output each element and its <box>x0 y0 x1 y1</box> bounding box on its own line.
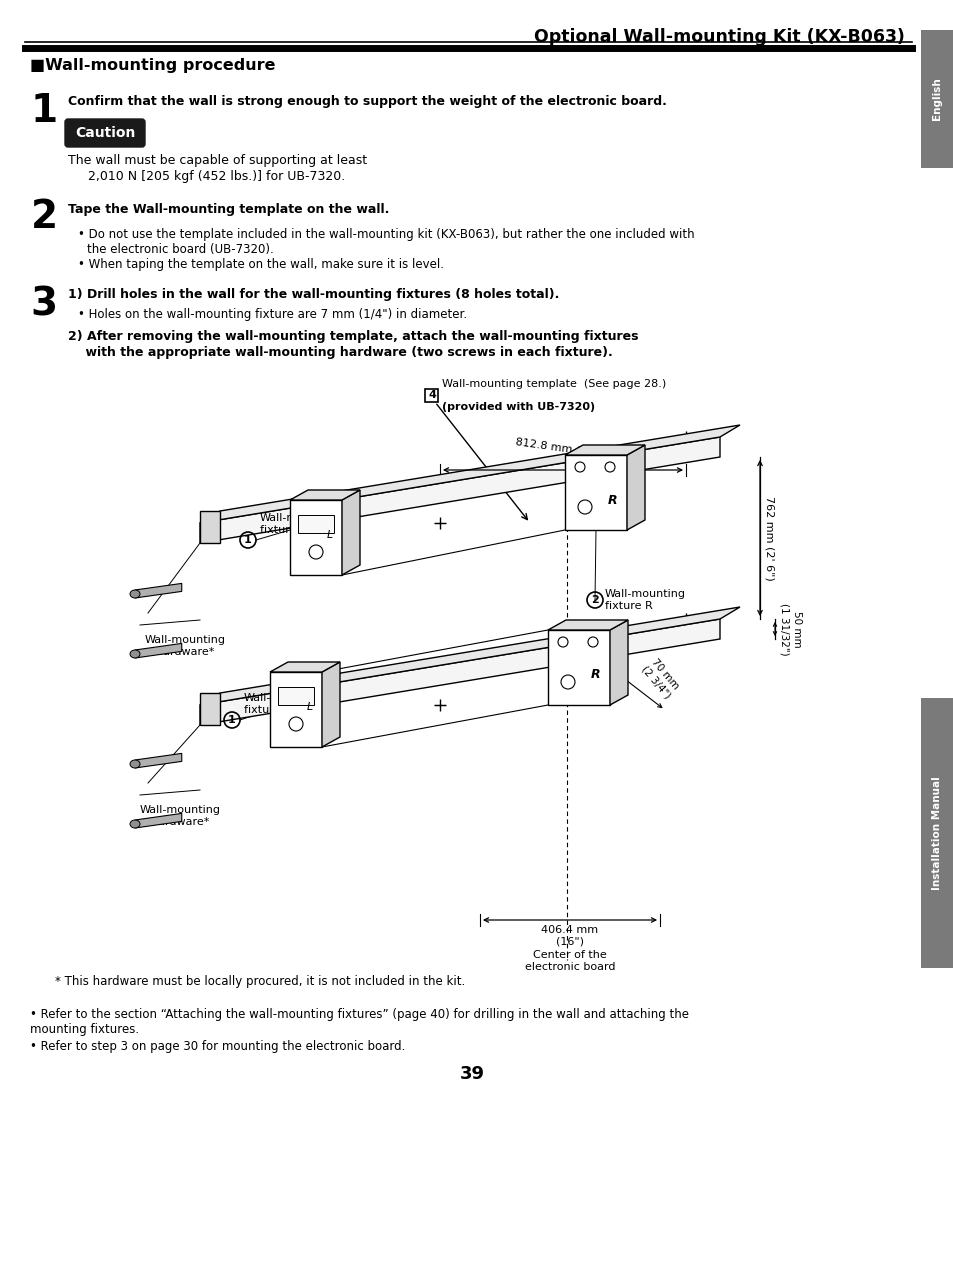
Polygon shape <box>341 490 359 575</box>
Text: L: L <box>327 530 333 540</box>
Polygon shape <box>270 662 339 671</box>
Polygon shape <box>135 753 182 768</box>
Text: 50 mm
(1 31/32"): 50 mm (1 31/32") <box>780 603 801 655</box>
Text: Center of the
electronic board: Center of the electronic board <box>524 950 615 972</box>
Text: 39: 39 <box>459 1065 484 1083</box>
Text: 762 mm (2' 6"): 762 mm (2' 6") <box>764 496 774 581</box>
Polygon shape <box>200 426 740 524</box>
Text: 70 mm
(2 3/4"): 70 mm (2 3/4") <box>639 656 681 699</box>
Text: 4: 4 <box>428 390 436 400</box>
Bar <box>920 31 953 168</box>
Text: Caution: Caution <box>74 126 135 140</box>
Text: 2: 2 <box>30 197 57 236</box>
Text: Wall-mounting
fixture L: Wall-mounting fixture L <box>244 693 325 715</box>
Text: ■Wall-mounting procedure: ■Wall-mounting procedure <box>30 59 275 73</box>
Text: 2: 2 <box>591 595 598 605</box>
Polygon shape <box>626 445 644 530</box>
Text: the electronic board (UB-7320).: the electronic board (UB-7320). <box>87 243 274 256</box>
Text: Wall-mounting
fixture R: Wall-mounting fixture R <box>604 589 685 610</box>
Polygon shape <box>270 671 322 747</box>
Polygon shape <box>297 515 334 533</box>
Polygon shape <box>547 620 627 631</box>
Text: Optional Wall-mounting Kit (KX-B063): Optional Wall-mounting Kit (KX-B063) <box>534 28 904 46</box>
Polygon shape <box>200 511 220 543</box>
Text: R: R <box>591 669 600 682</box>
Text: 1: 1 <box>30 92 57 130</box>
Polygon shape <box>290 490 359 499</box>
Text: R: R <box>608 493 618 507</box>
Text: • Refer to step 3 on page 30 for mounting the electronic board.: • Refer to step 3 on page 30 for mountin… <box>30 1040 405 1054</box>
Text: English: English <box>931 78 942 120</box>
Ellipse shape <box>130 590 140 598</box>
Text: Tape the Wall-mounting template on the wall.: Tape the Wall-mounting template on the w… <box>68 203 389 217</box>
Text: 406.4 mm
(16"): 406.4 mm (16") <box>541 925 598 947</box>
Text: 3: 3 <box>30 285 57 324</box>
Polygon shape <box>277 687 314 705</box>
Polygon shape <box>564 455 626 530</box>
Text: • Refer to the section “Attaching the wall-mounting fixtures” (page 40) for dril: • Refer to the section “Attaching the wa… <box>30 1008 688 1020</box>
Text: mounting fixtures.: mounting fixtures. <box>30 1023 139 1036</box>
Text: 812.8 mm (2' 8"): 812.8 mm (2' 8") <box>515 437 611 460</box>
Text: 2) After removing the wall-mounting template, attach the wall-mounting fixtures: 2) After removing the wall-mounting temp… <box>68 330 638 343</box>
Text: Confirm that the wall is strong enough to support the weight of the electronic b: Confirm that the wall is strong enough t… <box>68 96 666 108</box>
Text: Installation Manual: Installation Manual <box>931 776 942 889</box>
Text: Wall-mounting
fixture L: Wall-mounting fixture L <box>260 513 340 535</box>
Text: 1) Drill holes in the wall for the wall-mounting fixtures (8 holes total).: 1) Drill holes in the wall for the wall-… <box>68 288 558 301</box>
Bar <box>920 698 953 968</box>
FancyBboxPatch shape <box>65 118 145 147</box>
Polygon shape <box>200 693 220 725</box>
Text: 1: 1 <box>244 535 252 545</box>
Text: 2,010 N [205 kgf (452 lbs.)] for UB-7320.: 2,010 N [205 kgf (452 lbs.)] for UB-7320… <box>88 169 345 183</box>
Polygon shape <box>135 813 182 828</box>
Ellipse shape <box>130 650 140 657</box>
Text: • Holes on the wall-mounting fixture are 7 mm (1/4") in diameter.: • Holes on the wall-mounting fixture are… <box>78 308 467 321</box>
Polygon shape <box>135 583 182 598</box>
Text: • Do not use the template included in the wall-mounting kit (KX-B063), but rathe: • Do not use the template included in th… <box>78 228 694 241</box>
Text: L: L <box>307 702 313 712</box>
Polygon shape <box>135 643 182 657</box>
Polygon shape <box>547 631 609 705</box>
Text: The wall must be capable of supporting at least: The wall must be capable of supporting a… <box>68 154 367 167</box>
Polygon shape <box>290 499 341 575</box>
Polygon shape <box>564 445 644 455</box>
Polygon shape <box>200 606 740 705</box>
Ellipse shape <box>130 761 140 768</box>
Text: • When taping the template on the wall, make sure it is level.: • When taping the template on the wall, … <box>78 259 443 271</box>
Polygon shape <box>609 620 627 705</box>
Text: 1: 1 <box>228 715 235 725</box>
Text: * This hardware must be locally procured, it is not included in the kit.: * This hardware must be locally procured… <box>55 975 465 989</box>
Polygon shape <box>200 437 720 543</box>
Ellipse shape <box>130 820 140 828</box>
Text: Wall-mounting
hardware*: Wall-mounting hardware* <box>139 805 220 827</box>
Text: Wall-mounting
hardware*: Wall-mounting hardware* <box>144 634 225 656</box>
Text: with the appropriate wall-mounting hardware (two screws in each fixture).: with the appropriate wall-mounting hardw… <box>68 347 612 359</box>
Text: Wall-mounting template  (See page 28.): Wall-mounting template (See page 28.) <box>441 378 665 389</box>
Text: (provided with UB-7320): (provided with UB-7320) <box>441 403 595 412</box>
Bar <box>425 389 438 401</box>
Polygon shape <box>322 662 339 747</box>
Polygon shape <box>200 619 720 725</box>
